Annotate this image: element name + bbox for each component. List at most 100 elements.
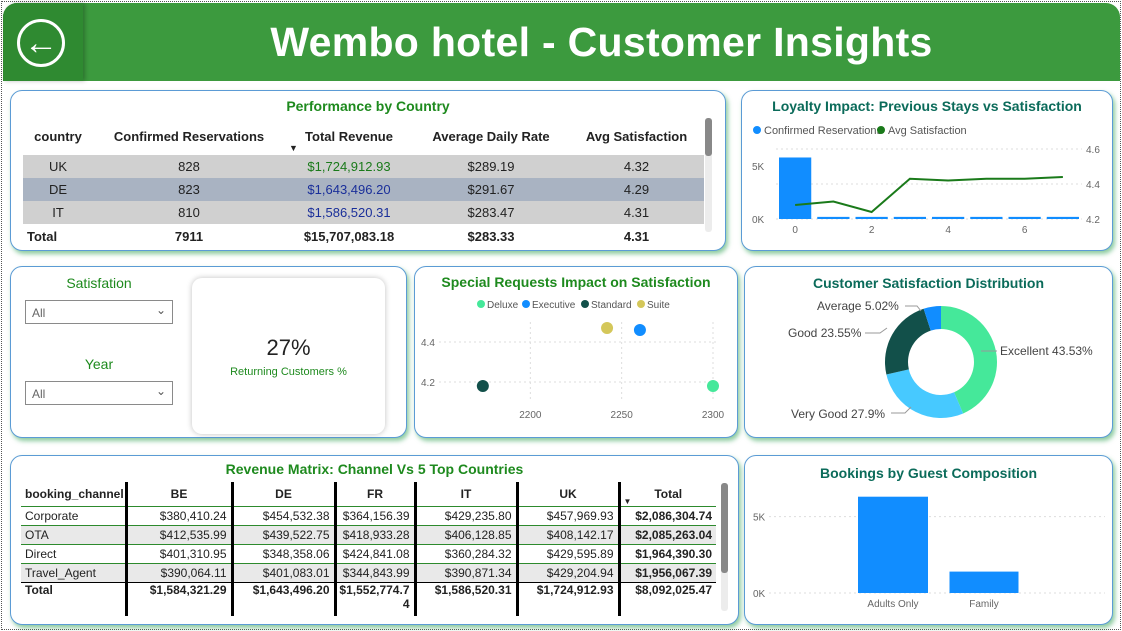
col-uk[interactable]: UK — [515, 482, 619, 506]
cell-value: $429,235.80 — [413, 505, 517, 525]
cell-adr: $283.47 — [413, 201, 569, 224]
legend-marker-reservations — [753, 126, 761, 134]
sort-desc-icon: ▼ — [289, 143, 298, 153]
leader-average — [905, 305, 922, 312]
cell-total-revenue: $15,707,083.18 — [303, 228, 395, 244]
bookings-title: Bookings by Guest Composition — [819, 465, 1037, 481]
legend-marker-suite — [637, 300, 645, 308]
performance-title: Performance by Country — [286, 98, 450, 114]
matrix-row[interactable]: Direct $401,310.95 $348,358.06 $424,841.… — [21, 543, 716, 563]
col-fr[interactable]: FR — [333, 482, 415, 506]
cell-value: $406,128.85 — [413, 524, 517, 544]
loyalty-title: Loyalty Impact: Previous Stays vs Satisf… — [772, 98, 1082, 114]
col-booking-channel[interactable]: booking_channel — [25, 486, 124, 501]
bar-reservations — [817, 216, 850, 219]
cell-value: $424,841.08 — [333, 543, 415, 563]
cell-total-adr: $283.33 — [467, 228, 515, 244]
leader-very-good — [891, 406, 912, 414]
y-tick: 5K — [753, 513, 766, 524]
table-scrollbar[interactable] — [705, 118, 712, 232]
performance-table: country Confirmed Reservations Total Rev… — [23, 117, 704, 248]
special-requests-panel: Special Requests Impact on Satisfaction … — [414, 266, 738, 438]
x-tick: Adults Only — [867, 599, 918, 610]
x-tick: 0 — [792, 225, 798, 236]
cell-satisfaction: 4.32 — [569, 155, 704, 178]
filters-panel: Satisfation All ⌄ Year All ⌄ 27% Returni… — [10, 266, 407, 438]
cell-total-reservations: 7911 — [174, 228, 204, 244]
col-it[interactable]: IT — [413, 482, 517, 506]
col-total-revenue[interactable]: Total Revenue ▼ — [285, 117, 413, 155]
bar-reservations — [1046, 216, 1079, 219]
table-total-row: Total 7911 $15,707,083.18 $283.33 4.31 — [23, 224, 704, 248]
cell-value: $454,532.38 — [230, 505, 335, 525]
cell-value: $380,410.24 — [124, 505, 232, 525]
table-row[interactable]: UK 828 $1,724,912.93 $289.19 4.32 — [23, 155, 704, 178]
year-dropdown[interactable]: All ⌄ — [25, 381, 173, 405]
cell-row-total: $2,086,304.74 — [617, 505, 716, 525]
cell-row-total: $1,956,067.39 — [617, 562, 716, 582]
table-row[interactable]: DE 823 $1,643,496.20 $291.67 4.29 — [23, 178, 704, 201]
y-right-tick: 4.4 — [1086, 180, 1100, 191]
cell-channel: Corporate — [21, 505, 126, 525]
cell-value: $390,064.11 — [124, 562, 232, 582]
col-total-label: Total — [654, 486, 683, 501]
cell-total-value: $1,724,912.93 — [515, 581, 619, 616]
cell-revenue: $1,724,912.93 — [285, 155, 413, 178]
cell-country: DE — [23, 178, 93, 201]
cell-reservations: 810 — [93, 201, 285, 224]
x-tick: 2200 — [519, 410, 542, 421]
cell-revenue: $1,586,520.31 — [285, 201, 413, 224]
cell-total-value: $1,584,321.29 — [124, 581, 232, 616]
cell-value: $401,083.01 — [230, 562, 335, 582]
matrix-row[interactable]: Travel_Agent $390,064.11 $401,083.01 $34… — [21, 562, 716, 582]
arrow-left-icon[interactable]: ← — [17, 19, 65, 67]
col-total[interactable]: Total ▼ — [617, 482, 716, 506]
cell-value: $360,284.32 — [413, 543, 517, 563]
bar-family — [949, 571, 1019, 593]
bar-reservations — [1008, 216, 1041, 219]
scrollbar-thumb[interactable] — [721, 483, 728, 573]
bar-reservations — [893, 216, 926, 219]
label-good: Good 23.55% — [788, 326, 862, 340]
bookings-bar-chart: 0K 5K Adults Only Family — [753, 496, 1105, 610]
slice-very-good — [886, 369, 964, 419]
cell-value: $429,204.94 — [515, 562, 619, 582]
table-row[interactable]: IT 810 $1,586,520.31 $283.47 4.31 — [23, 201, 704, 224]
returning-customers-value: 27% — [266, 335, 311, 360]
returning-customers-label: Returning Customers % — [230, 366, 347, 378]
legend-standard: Standard — [591, 300, 632, 311]
point-executive — [633, 324, 646, 336]
label-very-good: Very Good 27.9% — [791, 407, 885, 421]
satisfaction-value: All — [32, 306, 46, 320]
bookings-by-guest-panel: Bookings by Guest Composition 0K 5K Adults… — [744, 455, 1113, 625]
chevron-down-icon: ⌄ — [155, 384, 166, 398]
x-tick: 4 — [945, 225, 951, 236]
matrix-row[interactable]: OTA $412,535.99 $439,522.75 $418,933.28 … — [21, 524, 716, 544]
cell-value: $429,595.89 — [515, 543, 619, 563]
col-be[interactable]: BE — [124, 482, 232, 506]
cell-reservations: 823 — [93, 178, 285, 201]
cell-value: $457,969.93 — [515, 505, 619, 525]
bar-reservations — [779, 157, 812, 219]
col-de[interactable]: DE — [230, 482, 335, 506]
col-country[interactable]: country — [34, 128, 82, 144]
back-button[interactable]: ← — [3, 3, 83, 81]
matrix-scrollbar[interactable] — [721, 483, 728, 611]
col-average-daily-rate[interactable]: Average Daily Rate — [432, 128, 550, 144]
x-tick: 2300 — [702, 410, 725, 421]
cell-row-total: $1,964,390.30 — [617, 543, 716, 563]
col-avg-satisfaction[interactable]: Avg Satisfaction — [585, 128, 688, 144]
bar-reservations — [932, 216, 965, 219]
cell-value: $344,843.99 — [333, 562, 415, 582]
page-title: Wembo hotel - Customer Insights — [270, 18, 933, 65]
label-excellent: Excellent 43.53% — [1000, 344, 1093, 358]
cell-total-label: Total — [21, 581, 126, 616]
cell-value: $408,142.17 — [515, 524, 619, 544]
satisfaction-dropdown[interactable]: All ⌄ — [25, 300, 173, 324]
cell-value: $364,156.39 — [333, 505, 415, 525]
cell-revenue: $1,643,496.20 — [285, 178, 413, 201]
scrollbar-thumb[interactable] — [705, 118, 712, 156]
col-confirmed-reservations[interactable]: Confirmed Reservations — [113, 128, 265, 144]
cell-reservations: 828 — [93, 155, 285, 178]
matrix-row[interactable]: Corporate $380,410.24 $454,532.38 $364,1… — [21, 505, 716, 525]
